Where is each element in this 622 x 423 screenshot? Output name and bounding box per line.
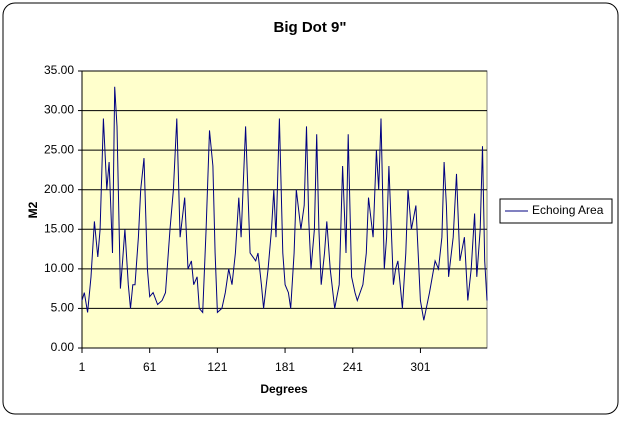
plot-area [81,70,488,349]
y-tick-label: 15.00 [44,221,74,235]
x-tick-label: 181 [275,360,295,374]
y-tick-label: 20.00 [44,182,74,196]
x-tick-label: 61 [143,360,157,374]
y-tick-label: 5.00 [51,301,75,315]
x-tick-label: 301 [410,360,430,374]
y-tick-label: 25.00 [44,142,74,156]
chart-title: Big Dot 9" [274,19,347,36]
legend-label: Echoing Area [532,203,604,217]
x-tick-label: 1 [79,360,86,374]
x-tick-label: 241 [343,360,363,374]
y-tick-label: 35.00 [44,63,74,77]
data-line [81,86,488,321]
y-tick-label: 30.00 [44,103,74,117]
x-axis-label: Degrees [260,382,308,396]
y-tick-label: 0.00 [51,340,75,354]
y-tick-label: 10.00 [44,261,74,275]
y-axis-label: M2 [26,201,40,218]
x-tick-label: 121 [207,360,227,374]
